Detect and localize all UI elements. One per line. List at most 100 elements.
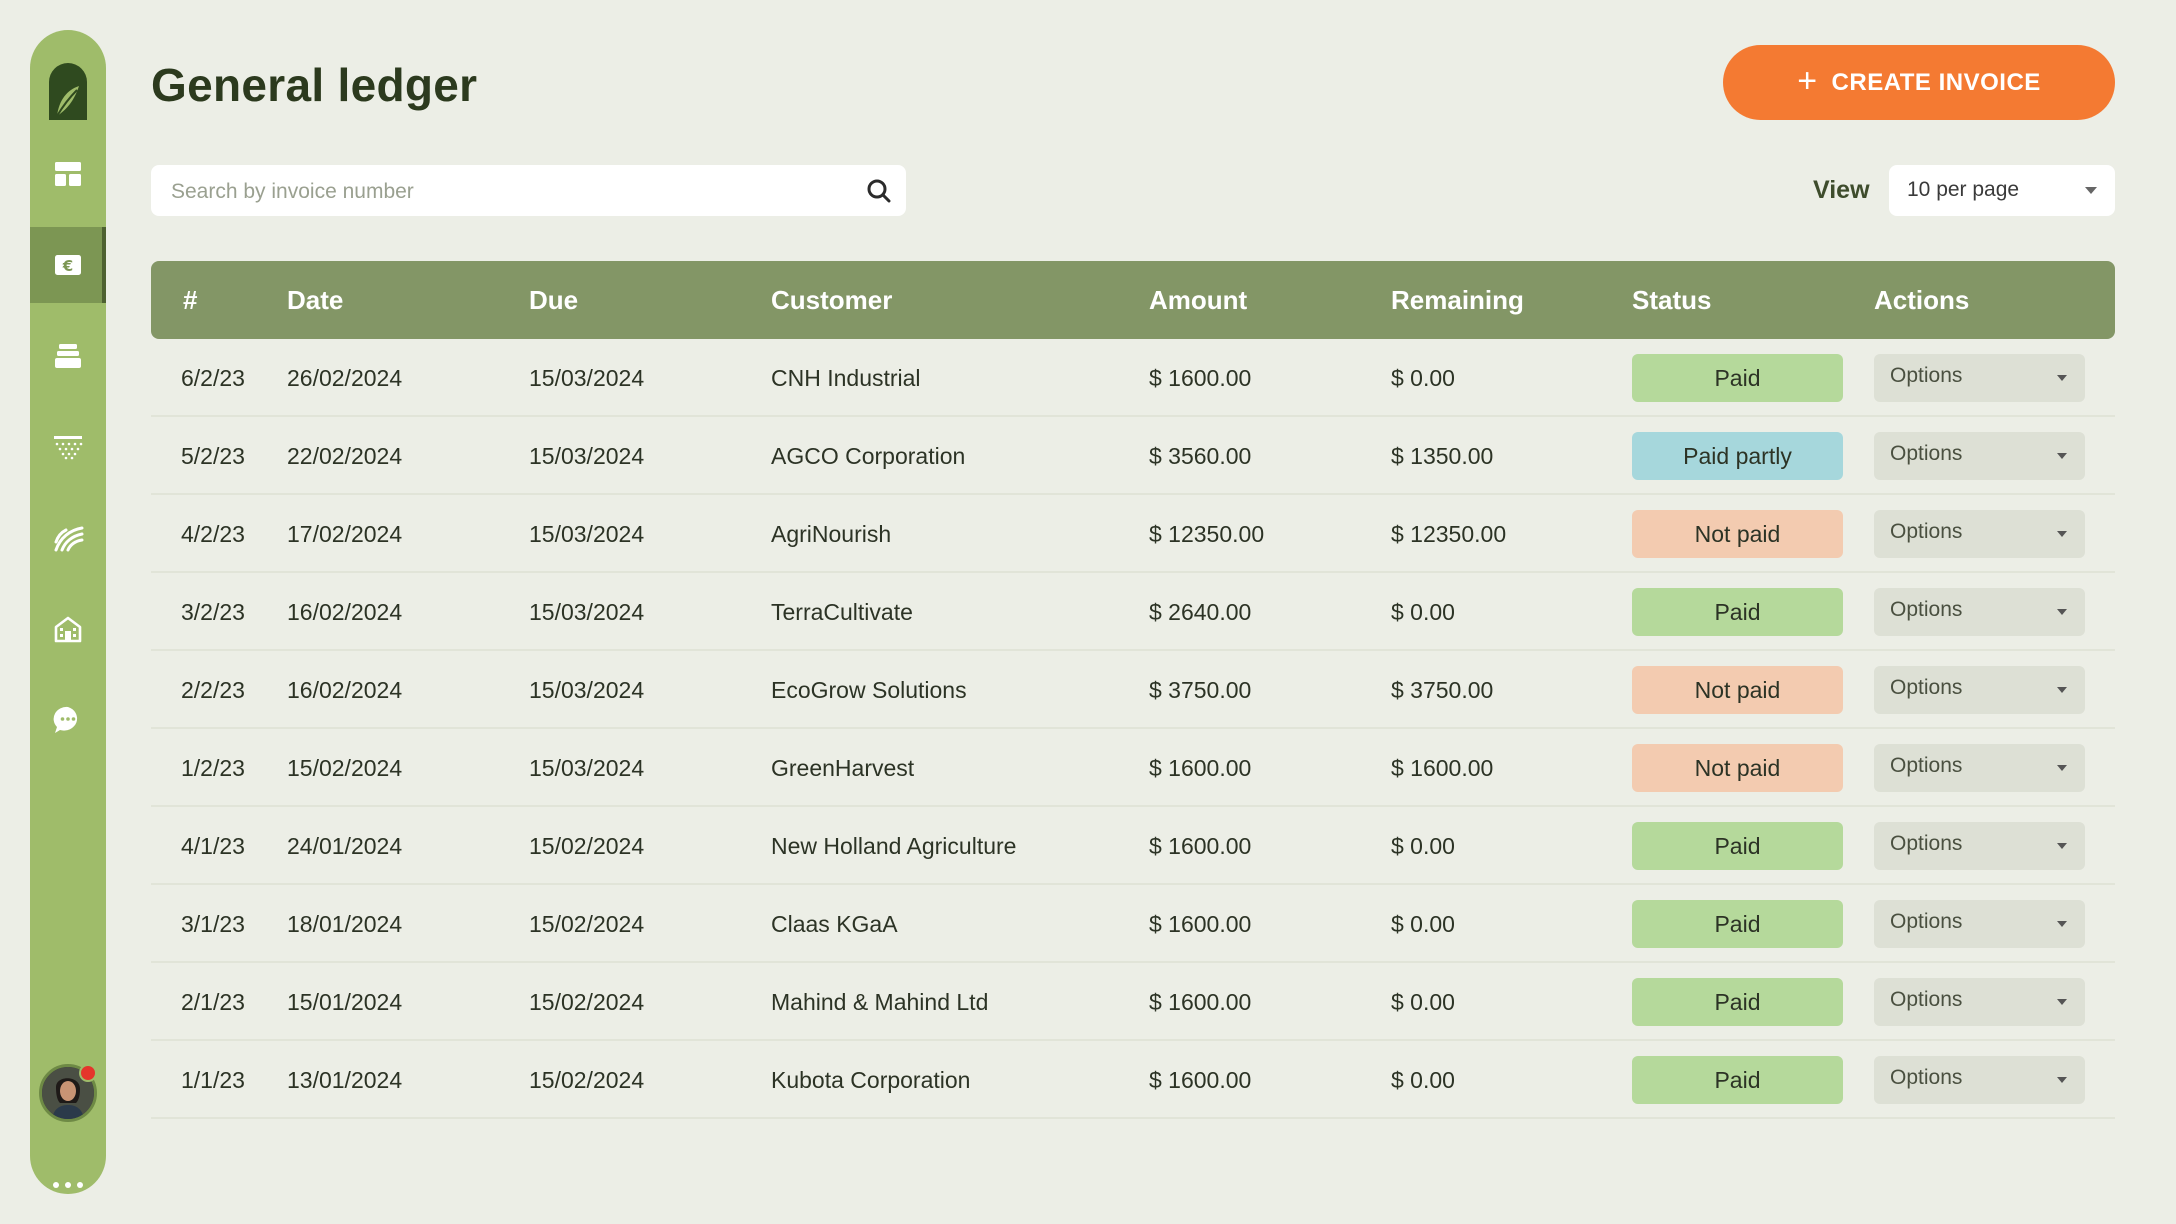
options-label: Options (1890, 988, 1963, 1011)
caret-down-icon (2057, 921, 2067, 927)
search-icon[interactable] (866, 178, 892, 204)
cell-date: 18/01/2024 (287, 911, 403, 937)
sidebar-item-buildings[interactable] (30, 591, 106, 667)
cell-due: 15/02/2024 (529, 833, 645, 859)
column-header-customer[interactable]: Customer (771, 285, 893, 315)
layout-icon (55, 162, 81, 186)
cell-remaining: $ 1600.00 (1391, 755, 1494, 781)
sidebar-item-dashboard[interactable] (30, 136, 106, 212)
crop-rows-icon (54, 526, 84, 552)
cell-number: 3/1/23 (181, 911, 245, 937)
options-dropdown[interactable]: Options (1874, 822, 2085, 870)
cell-date: 15/02/2024 (287, 755, 403, 781)
sidebar-item-fields[interactable] (30, 409, 106, 485)
cell-customer: TerraCultivate (771, 599, 913, 625)
sidebar: € (30, 30, 106, 1194)
cell-remaining: $ 0.00 (1391, 1067, 1455, 1093)
table-row: 4/1/23 24/01/2024 15/02/2024 New Holland… (151, 807, 2115, 885)
cell-remaining: $ 3750.00 (1391, 677, 1494, 703)
cell-remaining: $ 0.00 (1391, 833, 1455, 859)
cell-amount: $ 2640.00 (1149, 599, 1252, 625)
logo-icon[interactable] (45, 60, 91, 122)
options-dropdown[interactable]: Options (1874, 1056, 2085, 1104)
plus-icon: + (1797, 61, 1818, 100)
create-invoice-button[interactable]: + CREATE INVOICE (1723, 45, 2115, 120)
options-dropdown[interactable]: Options (1874, 588, 2085, 636)
options-label: Options (1890, 520, 1963, 543)
sidebar-item-ledger[interactable]: € (30, 227, 106, 303)
search-input[interactable] (169, 165, 833, 218)
table-row: 4/2/23 17/02/2024 15/03/2024 AgriNourish… (151, 495, 2115, 573)
caret-down-icon (2057, 999, 2067, 1005)
caret-down-icon (2057, 609, 2067, 615)
options-dropdown[interactable]: Options (1874, 510, 2085, 558)
building-icon (54, 616, 82, 643)
options-dropdown[interactable]: Options (1874, 978, 2085, 1026)
table-row: 3/1/23 18/01/2024 15/02/2024 Claas KGaA … (151, 885, 2115, 963)
cell-number: 2/2/23 (181, 677, 245, 703)
status-badge: Paid partly (1632, 432, 1843, 480)
options-label: Options (1890, 364, 1963, 387)
table-row: 2/2/23 16/02/2024 15/03/2024 EcoGrow Sol… (151, 651, 2115, 729)
cell-number: 1/2/23 (181, 755, 245, 781)
column-header-number[interactable]: # (183, 285, 198, 315)
cell-due: 15/02/2024 (529, 989, 645, 1015)
column-header-status[interactable]: Status (1632, 285, 1712, 315)
sidebar-item-messages[interactable] (30, 682, 106, 758)
cell-due: 15/02/2024 (529, 911, 645, 937)
cell-date: 15/01/2024 (287, 989, 403, 1015)
per-page-select[interactable]: 10 per page (1889, 165, 2115, 216)
more-icon[interactable] (30, 1170, 106, 1200)
status-badge: Paid (1632, 354, 1843, 402)
cell-remaining: $ 0.00 (1391, 599, 1455, 625)
column-header-due[interactable]: Due (529, 285, 579, 315)
sidebar-item-inventory[interactable] (30, 318, 106, 394)
cell-due: 15/02/2024 (529, 1067, 645, 1093)
view-label: View (1813, 176, 1870, 204)
cell-amount: $ 12350.00 (1149, 521, 1265, 547)
chat-icon (53, 706, 78, 733)
user-avatar[interactable] (39, 1064, 97, 1122)
boxes-icon (55, 344, 81, 368)
options-label: Options (1890, 598, 1963, 621)
cell-number: 2/1/23 (181, 989, 245, 1015)
sidebar-item-crops[interactable] (30, 500, 106, 576)
status-badge: Not paid (1632, 744, 1843, 792)
cell-remaining: $ 0.00 (1391, 989, 1455, 1015)
caret-down-icon (2057, 843, 2067, 849)
cell-number: 1/1/23 (181, 1067, 245, 1093)
cell-customer: CNH Industrial (771, 365, 921, 391)
cell-customer: AGCO Corporation (771, 443, 966, 469)
cell-amount: $ 3560.00 (1149, 443, 1252, 469)
cell-customer: Mahind & Mahind Ltd (771, 989, 989, 1015)
options-dropdown[interactable]: Options (1874, 432, 2085, 480)
cell-remaining: $ 0.00 (1391, 911, 1455, 937)
svg-text:€: € (62, 257, 73, 275)
cell-number: 4/2/23 (181, 521, 245, 547)
column-header-date[interactable]: Date (287, 285, 344, 315)
options-dropdown[interactable]: Options (1874, 666, 2085, 714)
table-row: 3/2/23 16/02/2024 15/03/2024 TerraCultiv… (151, 573, 2115, 651)
cell-due: 15/03/2024 (529, 599, 645, 625)
cell-amount: $ 1600.00 (1149, 989, 1252, 1015)
options-dropdown[interactable]: Options (1874, 900, 2085, 948)
cell-remaining: $ 12350.00 (1391, 521, 1507, 547)
options-dropdown[interactable]: Options (1874, 744, 2085, 792)
column-header-amount[interactable]: Amount (1149, 285, 1248, 315)
cell-amount: $ 1600.00 (1149, 911, 1252, 937)
cell-amount: $ 3750.00 (1149, 677, 1252, 703)
caret-down-icon (2057, 1077, 2067, 1083)
options-dropdown[interactable]: Options (1874, 354, 2085, 402)
euro-icon: € (55, 255, 81, 275)
cell-number: 4/1/23 (181, 833, 245, 859)
create-invoice-label: CREATE INVOICE (1831, 68, 2041, 96)
cell-date: 26/02/2024 (287, 365, 403, 391)
invoice-table-body: 6/2/23 26/02/2024 15/03/2024 CNH Industr… (151, 339, 2115, 1119)
options-label: Options (1890, 910, 1963, 933)
search-box (151, 165, 906, 218)
cell-number: 3/2/23 (181, 599, 245, 625)
column-header-remaining[interactable]: Remaining (1391, 285, 1524, 315)
caret-down-icon (2057, 453, 2067, 459)
caret-down-icon (2057, 531, 2067, 537)
cell-amount: $ 1600.00 (1149, 755, 1252, 781)
